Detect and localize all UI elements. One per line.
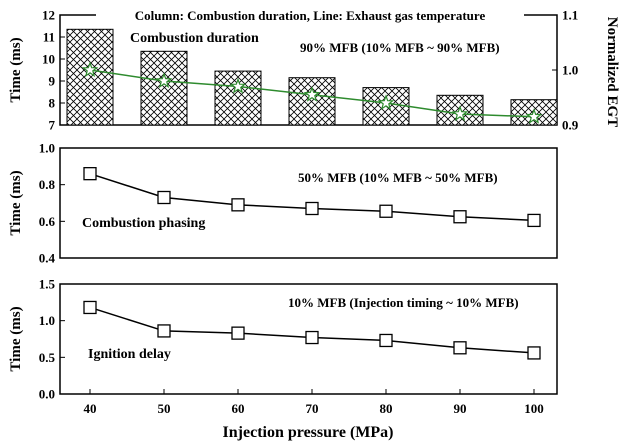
y-axis-ticks: 0.4 0.6 0.8 1.0 <box>39 141 65 266</box>
square-marker <box>379 333 393 348</box>
annotation: 50% MFB (10% MFB ~ 50% MFB) <box>298 170 498 185</box>
x-tick-label: 90 <box>454 401 467 416</box>
y-axis-ticks: 0.0 0.5 1.0 1.5 <box>39 277 65 402</box>
panel-combustion-phasing: 0.4 0.6 0.8 1.0 50% MFB (10% MFB ~ 50% MFB)… <box>8 141 558 266</box>
chart-title-background <box>96 7 524 23</box>
square-marker <box>453 210 467 224</box>
y-axis-label: Time (ms) <box>8 306 24 371</box>
square-marker <box>157 324 171 338</box>
x-tick-label: 40 <box>84 401 97 416</box>
y2-axis-label: Normalized EGT <box>604 17 620 127</box>
y-axis-ticks: 7 8 9 10 11 12 <box>42 8 65 133</box>
series-label: Ignition delay <box>88 347 171 362</box>
y-tick-label: 10 <box>42 52 55 67</box>
panel-ignition-delay: 0.0 0.5 1.0 1.5 40 50 60 70 80 90 100 10% MFB (In… <box>8 277 558 416</box>
y-axis-label: Time (ms) <box>8 170 24 235</box>
x-tick-label: 70 <box>306 401 319 416</box>
phasing-series <box>83 167 541 228</box>
series-label: Combustion phasing <box>82 216 205 231</box>
square-marker <box>157 190 171 205</box>
y-tick-label: 8 <box>49 96 56 111</box>
y2-tick-label: 1.0 <box>562 63 578 78</box>
y-tick-label: 0.8 <box>39 177 56 192</box>
square-marker <box>527 213 541 228</box>
star-marker <box>229 77 247 94</box>
annotation: 10% MFB (Injection timing ~ 10% MFB) <box>288 295 519 310</box>
y-tick-label: 11 <box>43 30 55 45</box>
x-tick-label: 50 <box>158 401 171 416</box>
y2-tick-label: 1.1 <box>562 8 578 23</box>
square-marker <box>527 346 541 360</box>
x-tick-label: 80 <box>380 401 393 416</box>
egt-series <box>81 61 543 124</box>
y-tick-label: 12 <box>42 8 55 23</box>
square-marker <box>231 198 245 212</box>
series-label: Combustion duration <box>130 31 259 46</box>
star-marker <box>303 86 321 102</box>
y-axis-label: Time (ms) <box>8 37 24 102</box>
x-axis-label: Injection pressure (MPa) <box>223 424 394 441</box>
star-marker <box>451 105 469 122</box>
y-tick-label: 1.0 <box>39 141 55 156</box>
y2-axis-ticks: 0.9 1.0 1.1 <box>552 8 579 133</box>
star-marker <box>155 72 173 89</box>
star-marker <box>377 94 395 111</box>
chart-title: Column: Combustion duration, Line: Exhau… <box>135 8 486 23</box>
y-tick-label: 7 <box>49 118 56 133</box>
plot-frame <box>59 147 558 259</box>
x-axis-ticks: 40 50 60 70 80 90 100 <box>84 389 544 416</box>
bar <box>140 50 188 126</box>
y-tick-label: 0.0 <box>39 387 55 402</box>
y-tick-label: 0.4 <box>39 251 56 266</box>
square-marker <box>83 300 97 315</box>
y-tick-label: 0.5 <box>39 350 56 365</box>
x-tick-label: 60 <box>232 401 245 416</box>
star-marker <box>525 108 543 124</box>
square-marker <box>231 326 245 340</box>
y-tick-label: 0.6 <box>39 214 56 229</box>
square-marker <box>305 330 319 345</box>
square-marker <box>379 204 393 218</box>
y2-tick-label: 0.9 <box>562 118 579 133</box>
ignition-delay-series <box>83 300 541 360</box>
y-tick-label: 1.0 <box>39 313 55 328</box>
star-marker <box>81 61 99 78</box>
bar <box>288 77 336 126</box>
square-marker <box>305 201 319 216</box>
annotation: 90% MFB (10% MFB ~ 90% MFB) <box>300 40 500 55</box>
y-tick-label: 9 <box>49 74 56 89</box>
square-marker <box>453 341 467 355</box>
y-tick-label: 1.5 <box>39 277 56 292</box>
bar <box>66 28 114 126</box>
panel-combustion-duration: 7 8 9 10 11 12 0.9 1.0 1.1 Column: Combustion d… <box>8 7 620 133</box>
x-tick-label: 100 <box>524 401 544 416</box>
square-marker <box>83 167 97 181</box>
plot-frame <box>59 283 558 395</box>
